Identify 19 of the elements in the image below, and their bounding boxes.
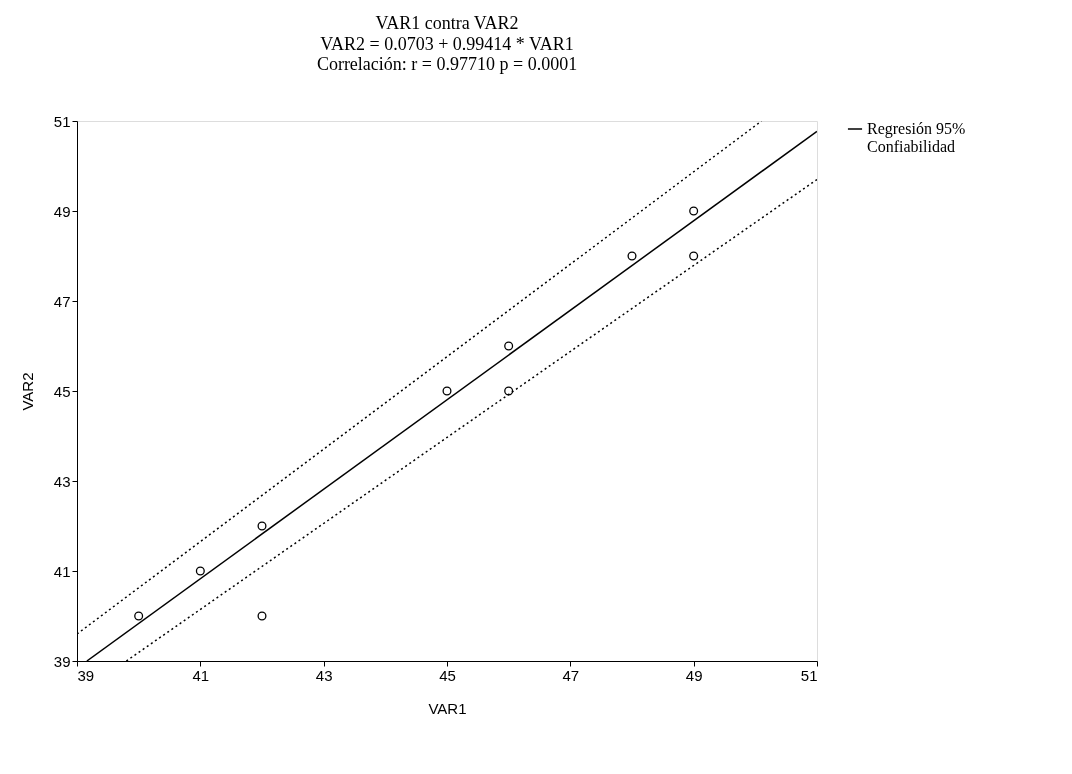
y-tick-label: 39	[53, 652, 71, 670]
x-tick-label: 47	[562, 666, 580, 684]
y-tick-label: 51	[53, 112, 71, 130]
x-axis-title: VAR1	[428, 699, 467, 717]
y-tick-label: 47	[53, 292, 71, 310]
y-tick-label: 49	[53, 202, 71, 220]
chart-title: VAR1 contra VAR2	[375, 13, 519, 33]
legend-label: Regresión 95% Confiabilidad	[867, 120, 966, 155]
chart-subtitle: VAR2 = 0.0703 + 0.99414 * VAR1 Correlación: r = 0.97710 p = 0.0001	[316, 34, 578, 74]
y-tick-label: 45	[53, 382, 71, 400]
y-axis-title: VAR2	[18, 372, 36, 411]
x-tick-label: 49	[685, 666, 703, 684]
x-tick-label: 45	[439, 666, 456, 684]
x-tick-label: 41	[192, 666, 210, 684]
y-tick-label: 41	[53, 562, 71, 580]
x-tick-label: 39	[77, 666, 95, 684]
x-tick-label: 51	[800, 666, 818, 684]
y-tick-label: 43	[53, 472, 71, 490]
x-tick-label: 43	[315, 666, 333, 684]
